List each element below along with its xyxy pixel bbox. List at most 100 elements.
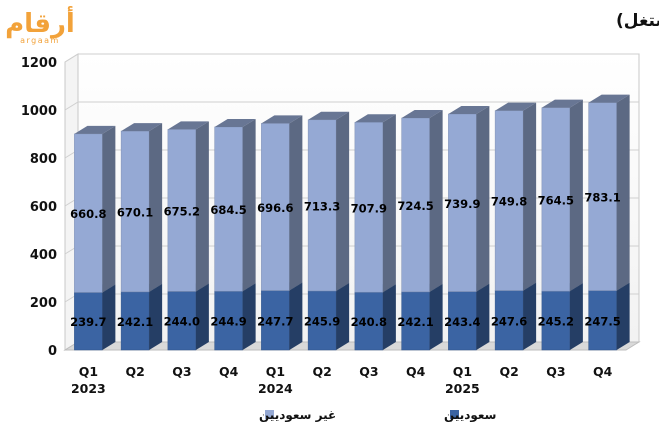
bar-side: [616, 94, 630, 291]
legend: سعوديين غير سعوديين: [259, 408, 496, 423]
bar-side: [382, 284, 396, 350]
bar-side: [242, 283, 256, 350]
bar-top: [541, 99, 583, 108]
bar-segment-non-saudi: 713.3: [304, 111, 350, 292]
x-tick-label: Q1: [79, 364, 98, 379]
bar-side: [382, 114, 396, 293]
bar-side: [195, 121, 209, 292]
bar-front: [541, 107, 571, 292]
x-tick-label: Q4: [593, 364, 613, 379]
bar-segment-non-saudi: 739.9: [444, 106, 490, 292]
bar-side: [476, 106, 490, 292]
data-label: 749.8: [491, 195, 527, 209]
bar-front: [214, 290, 243, 351]
bar-front: [588, 102, 617, 291]
bar-segment-saudi: 247.6: [491, 282, 537, 351]
data-label: 764.5: [538, 193, 574, 207]
bar-side: [476, 283, 490, 350]
legend-item-saudi: سعوديين: [444, 408, 496, 423]
x-tick-label: Q1: [453, 364, 472, 379]
x-tick-label: Q4: [219, 364, 239, 379]
bar-side: [149, 283, 163, 350]
logo-latin-text: argaam: [20, 36, 60, 45]
legend-label: غير سعوديين: [259, 408, 336, 423]
data-label: 696.6: [257, 201, 293, 215]
bar-top: [121, 123, 163, 132]
x-tick-label: Q3: [546, 364, 565, 379]
bar-segment-saudi: 245.9: [304, 282, 350, 351]
bar-top: [495, 102, 537, 111]
gridline: [64, 53, 639, 63]
bar-segment-non-saudi: 684.5: [210, 118, 256, 292]
bar-side: [569, 283, 583, 350]
x-tick-label: Q2: [499, 364, 518, 379]
logo-arabic-text: أرقام: [5, 6, 75, 39]
x-tick-label: Q3: [359, 364, 378, 379]
bar-front: [261, 123, 290, 291]
legend-swatch: [450, 410, 459, 419]
data-label: 247.6: [491, 314, 527, 328]
bar-top: [74, 125, 116, 134]
y-tick-label: 800: [30, 152, 57, 167]
bar-top: [214, 118, 256, 127]
bar-side: [289, 282, 303, 350]
legend-label: سعوديين: [444, 408, 496, 423]
bar-segment-non-saudi: 764.5: [538, 99, 583, 292]
bar-side: [102, 284, 116, 350]
data-label: 783.1: [584, 191, 620, 205]
y-tick-label: 0: [48, 344, 57, 359]
bar-segment-saudi: 242.1: [397, 283, 443, 351]
bar-segment-non-saudi: 707.9: [351, 114, 396, 293]
x-tick-label: Q1: [266, 364, 285, 379]
bar-side: [569, 99, 583, 292]
x-tick-label: Q2: [312, 364, 331, 379]
bar-side: [616, 282, 630, 350]
bar-segment-saudi: 247.5: [584, 282, 630, 351]
data-label: 245.2: [538, 315, 574, 329]
bar-front: [307, 290, 337, 351]
bar-side: [429, 283, 443, 350]
bar-segment-non-saudi: 675.2: [164, 121, 209, 292]
y-tick-label: 1000: [21, 104, 57, 119]
bar-segment-saudi: 247.7: [257, 282, 303, 351]
bar-top: [261, 115, 303, 124]
bar-side: [149, 123, 163, 292]
bar-segment-saudi: 239.7: [70, 284, 116, 351]
bar-front: [354, 122, 384, 293]
bar-front: [261, 290, 290, 351]
x-year-label: 2025: [445, 381, 480, 396]
bar-front: [167, 291, 197, 351]
data-label: 675.2: [164, 204, 200, 218]
x-tick-label: Q4: [406, 364, 426, 379]
bar-top: [167, 121, 209, 130]
bar-top: [448, 106, 490, 115]
y-tick-label: 400: [30, 248, 57, 263]
bar-segment-non-saudi: 660.8: [70, 125, 116, 293]
legend-swatch: [265, 410, 274, 419]
data-label: 724.5: [397, 199, 433, 213]
bar-front: [74, 133, 103, 293]
bar-side: [242, 118, 256, 292]
bar-front: [448, 291, 477, 351]
bar-segment-non-saudi: 749.8: [491, 102, 537, 291]
data-label: 242.1: [117, 315, 153, 329]
x-year-label: 2023: [71, 381, 106, 396]
argaam-logo: أرقام argaam: [5, 6, 75, 45]
gridline: [64, 101, 639, 111]
data-label: 244.0: [164, 315, 200, 329]
bar-segment-saudi: 243.4: [444, 283, 490, 351]
bar-front: [307, 119, 337, 292]
data-label: 707.9: [351, 201, 387, 215]
data-label: 684.5: [210, 203, 246, 217]
bar-side: [195, 283, 209, 350]
bar-side: [429, 110, 443, 292]
bar-front: [214, 126, 243, 292]
bar-segment-non-saudi: 670.1: [117, 123, 163, 293]
data-label: 244.9: [210, 315, 246, 329]
bar-top: [588, 94, 630, 103]
bar-segment-saudi: 245.2: [538, 283, 583, 351]
bar-segment-non-saudi: 696.6: [257, 115, 303, 291]
bar-side: [102, 125, 116, 293]
